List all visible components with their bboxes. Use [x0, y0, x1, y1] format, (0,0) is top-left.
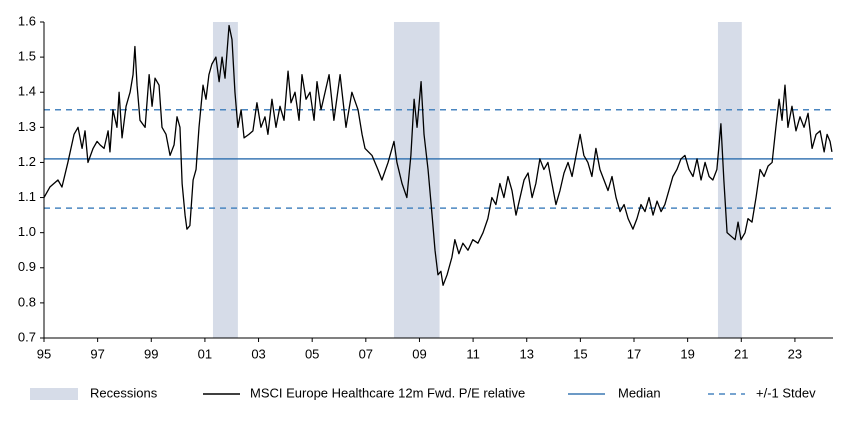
- legend-swatch: [30, 388, 78, 400]
- x-tick-label: 15: [573, 346, 587, 361]
- x-tick-label: 95: [37, 346, 51, 361]
- y-tick-label: 0.8: [18, 294, 36, 309]
- x-tick-label: 19: [680, 346, 694, 361]
- legend: Recessions MSCI Europe Healthcare 12m Fw…: [30, 385, 816, 400]
- legend-label: Recessions: [90, 385, 158, 400]
- data-line: [43, 24, 833, 286]
- x-tick-label: 23: [788, 346, 802, 361]
- x-tick-label: 05: [305, 346, 319, 361]
- y-tick-label: 1.4: [18, 84, 36, 99]
- x-tick-label: 97: [90, 346, 104, 361]
- legend-label: +/-1 Stdev: [756, 385, 816, 400]
- recession-band: [717, 22, 742, 338]
- y-tick-label: 1.5: [18, 49, 36, 64]
- y-tick-label: 1.1: [18, 189, 36, 204]
- plot-area: 0.7 0.8 0.9 1.0 1.1 1.2 1.3 1.4 1.5 1.6 95 97 99 01 03…: [18, 13, 833, 361]
- legend-label: Median: [618, 385, 661, 400]
- x-tick-label: 17: [627, 346, 641, 361]
- x-tick-label: 01: [198, 346, 212, 361]
- x-tick-label: 13: [519, 346, 533, 361]
- x-tick-label: 99: [144, 346, 158, 361]
- x-tick-label: 11: [466, 346, 480, 361]
- y-tick-label: 0.7: [18, 329, 36, 344]
- y-tick-label: 1.0: [18, 224, 36, 239]
- x-tick-label: 03: [251, 346, 265, 361]
- x-tick-label: 21: [734, 346, 748, 361]
- legend-label: MSCI Europe Healthcare 12m Fwd. P/E rela…: [250, 385, 525, 400]
- y-tick-label: 1.2: [18, 154, 36, 169]
- y-tick-label: 1.3: [18, 119, 36, 134]
- x-tick-label: 09: [412, 346, 426, 361]
- y-tick-label: 0.9: [18, 259, 36, 274]
- x-tick-label: 07: [359, 346, 373, 361]
- y-tick-label: 1.6: [18, 13, 36, 28]
